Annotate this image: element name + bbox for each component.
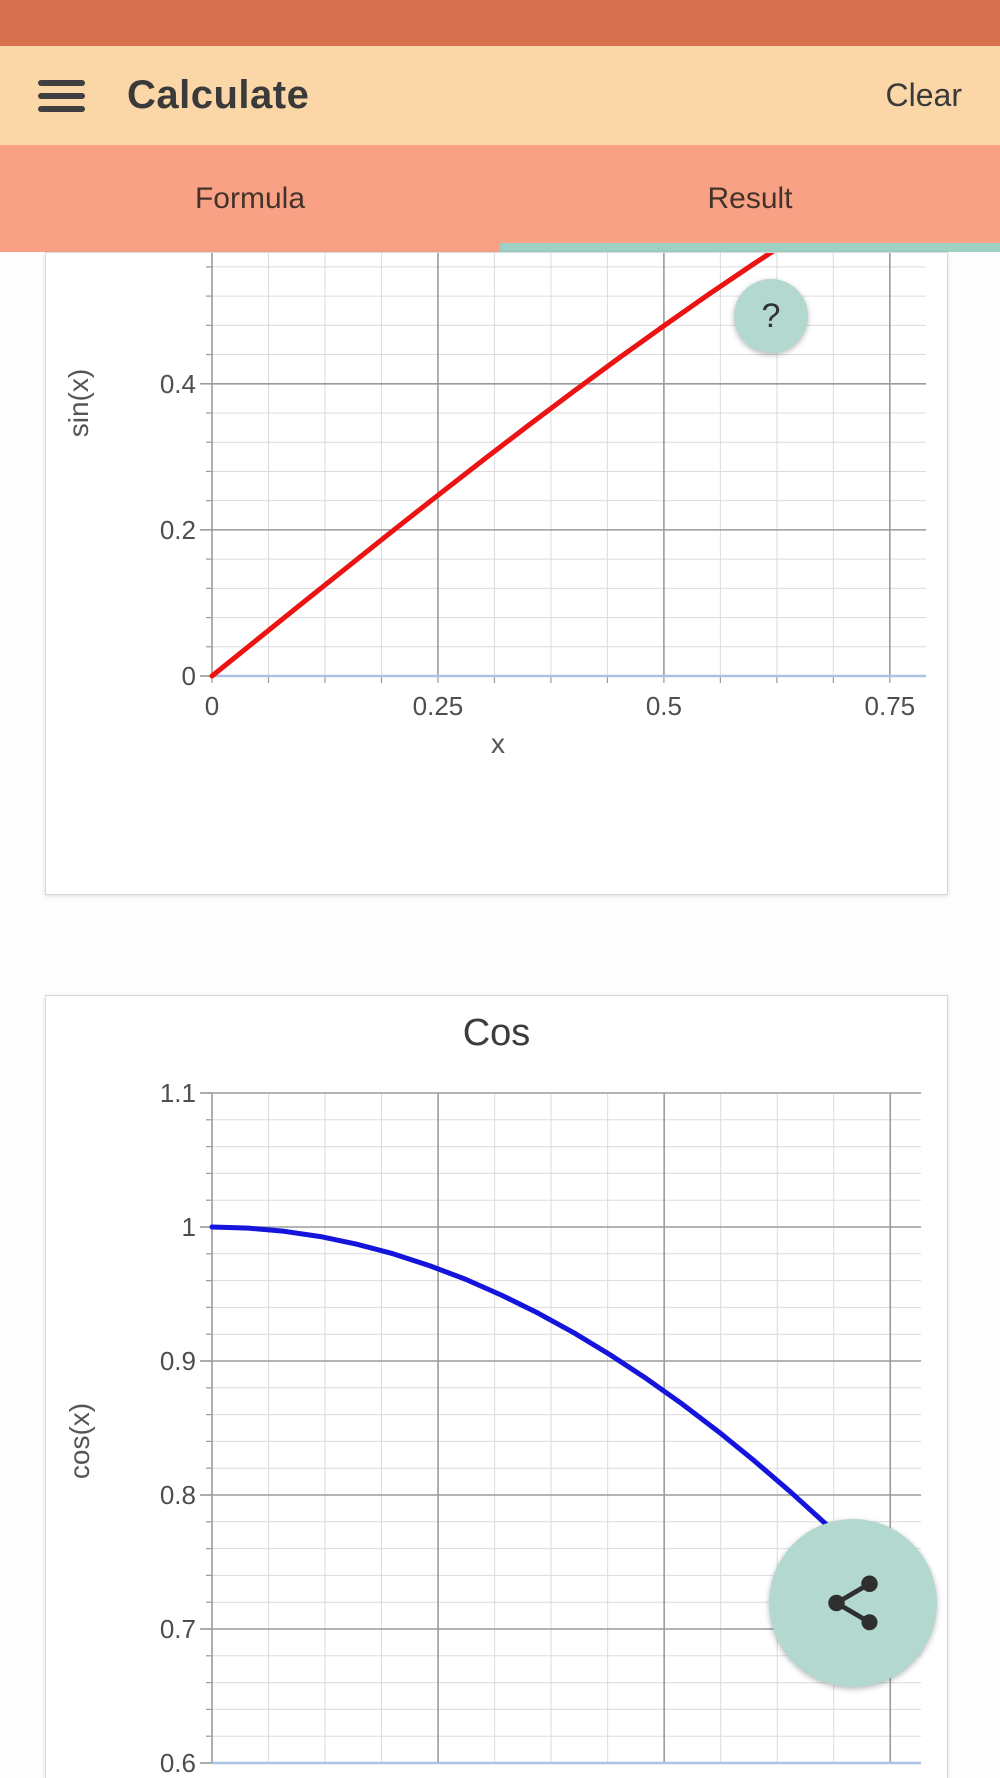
svg-text:cos(x): cos(x) bbox=[64, 1403, 95, 1479]
hamburger-bar bbox=[38, 92, 85, 99]
svg-text:0.8: 0.8 bbox=[160, 1480, 196, 1510]
svg-text:0: 0 bbox=[205, 691, 219, 721]
svg-text:0.6: 0.6 bbox=[160, 1748, 196, 1778]
clear-button[interactable]: Clear bbox=[885, 77, 962, 113]
share-icon bbox=[828, 1575, 878, 1631]
selected-tab-indicator bbox=[500, 243, 1000, 252]
question-mark-icon: ? bbox=[761, 296, 781, 335]
hamburger-bar bbox=[38, 79, 85, 86]
hamburger-icon[interactable] bbox=[38, 73, 85, 119]
svg-text:0.75: 0.75 bbox=[865, 691, 916, 721]
tab-bar: Formula Result bbox=[0, 145, 1000, 252]
status-bar bbox=[0, 0, 1000, 46]
svg-text:0.2: 0.2 bbox=[160, 515, 196, 545]
svg-text:0.9: 0.9 bbox=[160, 1346, 196, 1376]
svg-text:1.1: 1.1 bbox=[160, 1078, 196, 1108]
svg-text:1: 1 bbox=[182, 1212, 196, 1242]
share-fab-button[interactable] bbox=[769, 1519, 937, 1687]
svg-text:sin(x): sin(x) bbox=[63, 369, 94, 437]
svg-text:0: 0 bbox=[182, 661, 196, 691]
sin-chart[interactable]: 0 0.25 0.5 0.75 0 0.2 0.4 x sin(x) bbox=[46, 253, 947, 894]
hamburger-bar bbox=[38, 105, 85, 112]
sin-chart-card: 0 0.25 0.5 0.75 0 0.2 0.4 x sin(x) ? bbox=[45, 252, 948, 895]
svg-text:x: x bbox=[491, 728, 505, 759]
tab-result[interactable]: Result bbox=[707, 181, 793, 215]
svg-text:0.7: 0.7 bbox=[160, 1614, 196, 1644]
chart-title: Cos bbox=[462, 1012, 531, 1054]
page-title: Calculate bbox=[127, 73, 310, 117]
help-fab-button[interactable]: ? bbox=[734, 279, 808, 353]
cos-chart-card: Cos 1.1 1 0.9 0.8 0.7 0.6 cos(x) bbox=[45, 995, 948, 1778]
tab-formula[interactable]: Formula bbox=[194, 181, 306, 215]
app-header: Calculate Clear bbox=[0, 46, 1000, 145]
svg-text:0.25: 0.25 bbox=[413, 691, 464, 721]
svg-text:0.5: 0.5 bbox=[646, 691, 682, 721]
svg-text:0.4: 0.4 bbox=[160, 369, 196, 399]
